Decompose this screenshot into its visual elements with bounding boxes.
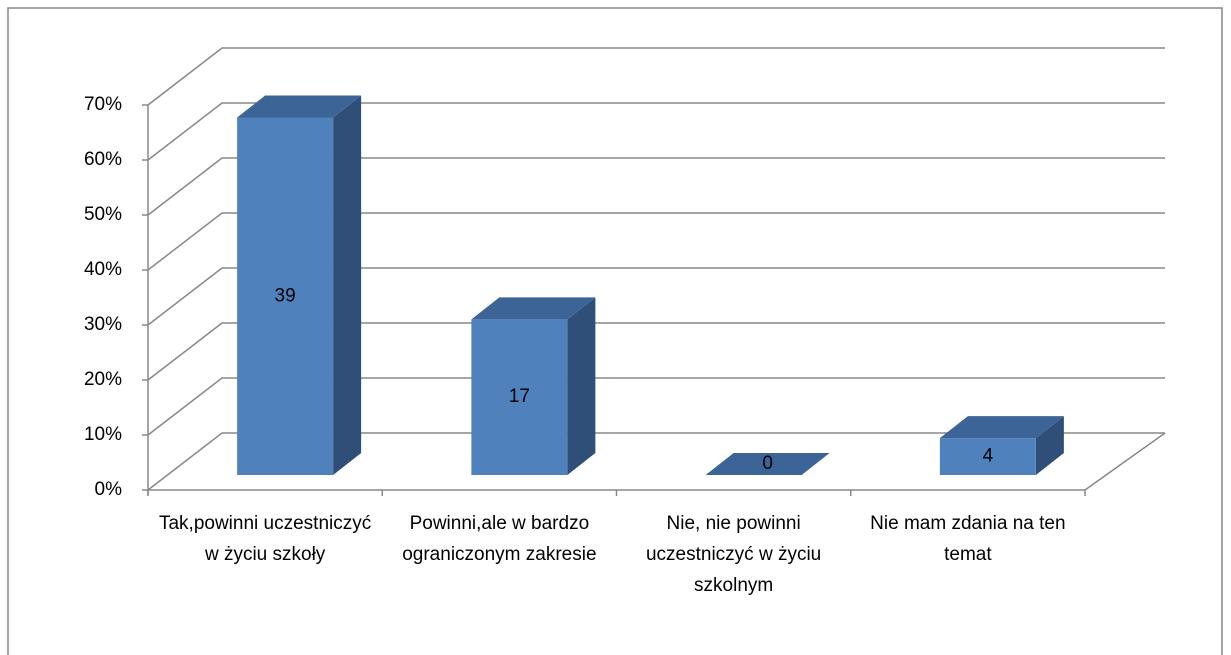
y-tick-label: 20% bbox=[84, 369, 122, 390]
grid-line bbox=[147, 377, 1165, 436]
x-tick-label: Nie, nie powinni uczestniczyć w życiu sz… bbox=[645, 513, 822, 596]
bar-side bbox=[567, 297, 596, 475]
y-tick-label: 30% bbox=[84, 314, 122, 335]
grid-line bbox=[147, 47, 1165, 106]
data-label: 39 bbox=[275, 285, 296, 306]
grid-line bbox=[147, 102, 1165, 161]
bar-side bbox=[333, 95, 362, 475]
bar-top bbox=[237, 95, 362, 118]
bar-top bbox=[705, 453, 830, 475]
grid-line bbox=[147, 267, 1165, 326]
y-tick-label: 60% bbox=[84, 149, 122, 170]
bar-top bbox=[471, 297, 596, 320]
bar-front bbox=[237, 117, 334, 475]
x-tick-label: Tak,powinni uczestniczyć w życiu szkoły bbox=[158, 513, 372, 565]
grid-line bbox=[147, 432, 1165, 491]
floor-right bbox=[1084, 432, 1166, 491]
bar-front bbox=[939, 438, 1036, 475]
grid-line bbox=[147, 157, 1165, 216]
bar bbox=[471, 297, 596, 475]
data-label: 0 bbox=[762, 453, 773, 474]
bar-side bbox=[1035, 416, 1064, 475]
bar bbox=[705, 453, 830, 475]
grid-line bbox=[147, 322, 1165, 381]
y-tick-label: 0% bbox=[95, 479, 123, 500]
bar bbox=[237, 95, 362, 475]
bar-top bbox=[939, 416, 1064, 439]
y-tick-label: 50% bbox=[84, 204, 122, 225]
y-tick-label: 10% bbox=[84, 424, 122, 445]
x-tick-label: Powinni,ale w bardzo ograniczonym zakres… bbox=[402, 513, 597, 565]
y-tick-label: 40% bbox=[84, 259, 122, 280]
grid-line bbox=[147, 212, 1165, 271]
y-tick-label: 70% bbox=[84, 94, 122, 115]
data-label: 4 bbox=[983, 446, 994, 467]
bar-front bbox=[471, 319, 568, 475]
data-label: 17 bbox=[509, 386, 530, 407]
bar bbox=[939, 416, 1064, 475]
x-tick-label: Nie mam zdania na ten temat bbox=[870, 513, 1066, 565]
